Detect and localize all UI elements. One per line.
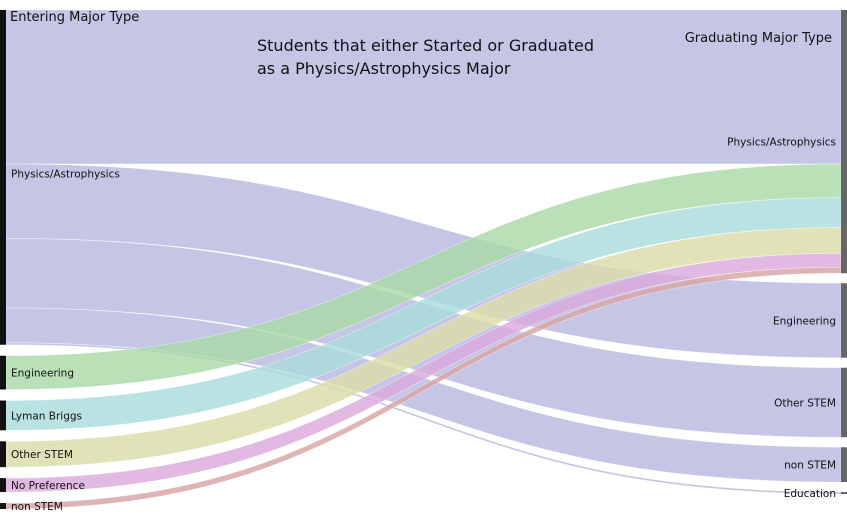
source-node-other-stem [0, 441, 6, 468]
target-label-other-stem: Other STEM [774, 397, 836, 409]
target-label-non-stem: non STEM [784, 460, 836, 472]
source-label-physics-astrophysics: Physics/Astrophysics [11, 168, 120, 180]
source-label-lyman-briggs: Lyman Briggs [11, 410, 82, 422]
source-node-engineering [0, 355, 6, 390]
target-label-physics-astrophysics: Physics/Astrophysics [727, 137, 836, 149]
target-label-education: Education [784, 488, 836, 500]
source-node-physics-astrophysics [0, 10, 6, 345]
source-node-no-preference [0, 478, 6, 493]
source-label-non-stem: non STEM [11, 501, 63, 513]
target-node-other-stem [841, 367, 847, 438]
target-node-physics-astrophysics [841, 10, 847, 274]
chart-title-line-1: Students that either Started or Graduate… [257, 36, 594, 55]
target-node-engineering [841, 283, 847, 358]
chart-title-line-2: as a Physics/Astrophysics Major [257, 59, 511, 78]
source-label-other-stem: Other STEM [11, 449, 73, 461]
target-node-non-stem [841, 447, 847, 483]
target-node-education [841, 492, 847, 494]
source-label-engineering: Engineering [11, 368, 74, 380]
target-label-engineering: Engineering [773, 315, 836, 327]
source-node-non-stem [0, 503, 6, 509]
right-header: Graduating Major Type [685, 31, 832, 46]
sankey-links [5, 9, 842, 510]
sankey-nodes [0, 10, 847, 509]
left-header: Entering Major Type [10, 10, 139, 25]
source-label-no-preference: No Preference [11, 480, 85, 492]
source-node-lyman-briggs [0, 400, 6, 431]
sankey-labels: Physics/Astrophysics Engineering Lyman Bri… [11, 137, 836, 513]
